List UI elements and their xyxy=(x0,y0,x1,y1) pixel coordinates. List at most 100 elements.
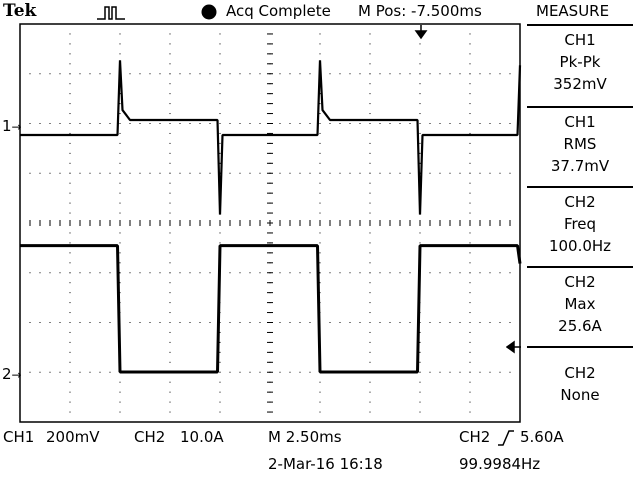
grid-dot xyxy=(259,371,261,373)
grid-dot xyxy=(169,361,171,363)
grid-dot xyxy=(379,272,381,274)
grid-dot xyxy=(509,371,511,373)
grid-dot xyxy=(219,162,221,164)
grid-dot xyxy=(69,152,71,154)
grid-dot xyxy=(59,371,61,373)
grid-dot xyxy=(169,401,171,403)
grid-dot xyxy=(509,73,511,75)
grid-dot xyxy=(319,232,321,234)
trigger-level: 5.60A xyxy=(520,428,564,446)
grid-dot xyxy=(209,172,211,174)
measure-source: CH1 xyxy=(564,113,596,131)
measure-source: CH2 xyxy=(564,364,596,382)
grid-dot xyxy=(249,272,251,274)
grid-dot xyxy=(369,242,371,244)
grid-dot xyxy=(419,351,421,353)
grid-dot xyxy=(69,381,71,383)
grid-dot xyxy=(209,123,211,124)
grid-dot xyxy=(319,421,321,423)
grid-dot xyxy=(229,73,231,75)
grid-dot xyxy=(429,73,431,75)
grid-dot xyxy=(369,23,371,25)
measure-source: CH2 xyxy=(564,273,596,291)
grid-dot xyxy=(69,312,71,314)
grid-dot xyxy=(469,142,471,144)
grid-dot xyxy=(79,123,81,124)
grid-dot xyxy=(349,172,351,174)
grid-dot xyxy=(69,83,71,85)
grid-dot xyxy=(249,371,251,373)
grid-dot xyxy=(319,401,321,403)
measure-slot-3[interactable]: CH2 Freq 100.0Hz xyxy=(527,186,633,269)
grid-dot xyxy=(29,123,31,124)
grid-dot xyxy=(199,322,201,323)
grid-dot xyxy=(419,381,421,383)
grid-dot xyxy=(369,212,371,214)
grid-dot xyxy=(309,371,311,373)
grid-dot xyxy=(469,202,471,204)
ch1-vertical-scale: 200mV xyxy=(46,428,100,446)
grid-dot xyxy=(159,73,161,75)
grid-dot xyxy=(169,63,171,65)
grid-dot xyxy=(369,182,371,184)
grid-dot xyxy=(339,123,341,124)
grid-dot xyxy=(319,162,321,164)
grid-dot xyxy=(49,172,51,174)
grid-dot xyxy=(69,282,71,284)
measure-type: Max xyxy=(564,295,596,313)
grid-dot xyxy=(309,172,311,174)
grid-dot xyxy=(69,212,71,214)
grid-dot xyxy=(399,272,401,274)
grid-dot xyxy=(169,421,171,423)
grid-dot xyxy=(169,381,171,383)
grid-dot xyxy=(369,152,371,154)
grid-dot xyxy=(349,272,351,274)
grid-dot xyxy=(369,172,371,174)
grid-dot xyxy=(469,73,471,75)
grid-dot xyxy=(69,53,71,55)
grid-dot xyxy=(369,232,371,234)
grid-dot xyxy=(119,33,121,35)
grid-dot xyxy=(129,272,131,274)
grid-dot xyxy=(419,83,421,85)
grid-dot xyxy=(519,371,521,373)
grid-dot xyxy=(69,192,71,194)
grid-dot xyxy=(169,23,171,25)
grid-dot xyxy=(409,123,411,124)
grid-dot xyxy=(429,322,431,323)
grid-dot xyxy=(469,411,471,413)
grid-dot xyxy=(169,93,171,95)
measure-slot-5[interactable]: CH2 None xyxy=(527,346,633,436)
grid-dot xyxy=(369,411,371,413)
measure-slot-4[interactable]: CH2 Max 25.6A xyxy=(527,266,633,349)
grid-dot xyxy=(119,103,121,105)
grid-dot xyxy=(29,371,31,373)
grid-dot xyxy=(299,322,301,323)
grid-dot xyxy=(189,73,191,75)
measure-slot-2[interactable]: CH1 RMS 37.7mV xyxy=(527,106,633,189)
grid-dot xyxy=(39,172,41,174)
grid-dot xyxy=(219,411,221,413)
grid-dot xyxy=(319,93,321,95)
grid-dot xyxy=(369,73,371,75)
grid-dot xyxy=(319,23,321,25)
grid-dot xyxy=(219,53,221,55)
grid-dot xyxy=(439,123,441,124)
grid-dot xyxy=(279,73,281,75)
grid-dot xyxy=(209,73,211,75)
grid-dot xyxy=(369,351,371,353)
grid-dot xyxy=(389,322,391,323)
grid-dot xyxy=(69,292,71,294)
grid-dot xyxy=(469,192,471,194)
grid-dot xyxy=(369,123,371,124)
grid-dot xyxy=(369,43,371,45)
grid-dot xyxy=(409,73,411,75)
measure-slot-1[interactable]: CH1 Pk-Pk 352mV xyxy=(527,24,633,107)
grid-dot xyxy=(69,63,71,65)
trigger-position-arrow-icon xyxy=(414,25,428,40)
pulse-trigger-icon xyxy=(97,6,125,20)
grid-dot xyxy=(49,371,51,373)
grid-dot xyxy=(419,411,421,413)
grid-dot xyxy=(239,272,241,274)
